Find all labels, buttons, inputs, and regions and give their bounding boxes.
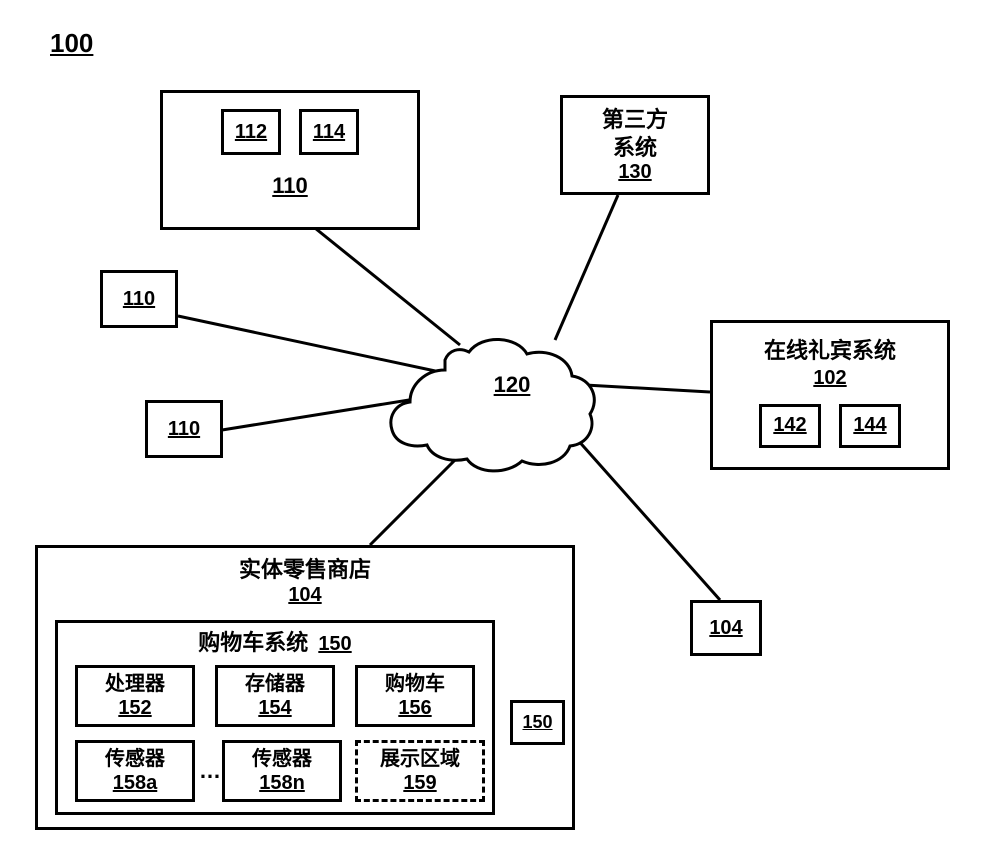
node-processor: 处理器 152 [75, 665, 195, 727]
diagram-stage: 100 120 112 114 110 第三方 系统 130 110 110 在… [0, 0, 1000, 860]
processor-title: 处理器 [105, 672, 165, 697]
cloud-icon [391, 339, 594, 470]
sensor-a-title: 传感器 [105, 747, 165, 772]
sensor-n-label: 158n [259, 772, 305, 795]
node-104-small-label: 104 [709, 617, 742, 640]
third-party-title: 第三方 系统 [602, 106, 668, 161]
node-142-label: 142 [773, 414, 806, 437]
node-142: 142 [759, 404, 821, 448]
node-112-label: 112 [235, 121, 267, 144]
node-110-b-label: 110 [168, 418, 200, 441]
node-sensor-a: 传感器 158a [75, 740, 195, 802]
display-area-label: 159 [403, 772, 436, 795]
node-memory: 存储器 154 [215, 665, 335, 727]
cart-system-label: 150 [318, 633, 351, 656]
processor-label: 152 [118, 697, 151, 720]
node-cart: 购物车 156 [355, 665, 475, 727]
retail-store-label: 104 [288, 584, 321, 607]
node-110-main-label: 110 [272, 173, 308, 199]
node-150-outer-label: 150 [522, 712, 552, 733]
node-112: 112 [221, 109, 281, 155]
node-150-outer: 150 [510, 700, 565, 745]
sensor-n-title: 传感器 [252, 747, 312, 772]
figure-number: 100 [50, 28, 93, 59]
cart-system-title: 购物车系统 [198, 629, 308, 657]
node-114-label: 114 [313, 121, 345, 144]
ellipsis: … [199, 758, 221, 784]
node-110-a-label: 110 [123, 288, 155, 311]
cart-label: 156 [398, 697, 431, 720]
retail-store-title: 实体零售商店 [239, 556, 371, 584]
cart-title: 购物车 [385, 672, 445, 697]
sensor-a-label: 158a [113, 772, 158, 795]
online-concierge-title: 在线礼宾系统 [764, 337, 896, 365]
memory-label: 154 [258, 697, 291, 720]
third-party-label: 130 [618, 161, 651, 184]
node-110-main: 112 114 110 [160, 90, 420, 230]
display-area-title: 展示区域 [380, 747, 460, 772]
online-concierge-label: 102 [813, 367, 846, 390]
node-110-a: 110 [100, 270, 178, 328]
node-third-party: 第三方 系统 130 [560, 95, 710, 195]
node-144-label: 144 [853, 414, 886, 437]
node-sensor-n: 传感器 158n [222, 740, 342, 802]
node-display-area: 展示区域 159 [355, 740, 485, 802]
cloud-label: 120 [492, 372, 532, 398]
node-104-small: 104 [690, 600, 762, 656]
node-114: 114 [299, 109, 359, 155]
node-144: 144 [839, 404, 901, 448]
node-online-concierge: 在线礼宾系统 102 142 144 [710, 320, 950, 470]
node-110-b: 110 [145, 400, 223, 458]
memory-title: 存储器 [245, 672, 305, 697]
